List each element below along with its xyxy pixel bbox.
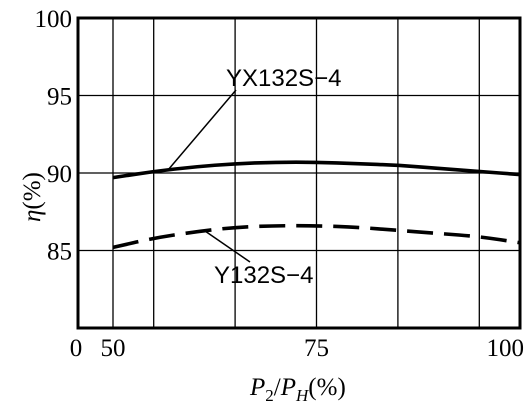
y-tick-100: 100: [35, 6, 73, 33]
x-tick-50: 50: [101, 335, 126, 362]
x-tick-100: 100: [487, 335, 525, 362]
series-label-y132s: Y132S−4: [214, 262, 313, 289]
y-tick-85: 85: [47, 239, 72, 266]
series-group: [112, 160, 521, 250]
y-tick-90: 90: [47, 161, 72, 188]
series-label-yx132s: YX132S−4: [226, 65, 341, 92]
leader-y132s: [204, 230, 251, 263]
x-tick-labels: 0 50 75 100: [70, 335, 524, 362]
leader-yx132s: [167, 89, 237, 171]
y-tick-95: 95: [47, 84, 72, 111]
series-line-1: [112, 223, 521, 250]
y-tick-labels: 85 90 95 100: [35, 6, 73, 266]
series-line-0: [112, 160, 521, 180]
x-tick-75: 75: [304, 335, 329, 362]
y-axis-title: η(%): [19, 172, 46, 222]
x-axis-title: P2/PH(%): [249, 374, 346, 405]
x-tick-0: 0: [70, 335, 83, 362]
